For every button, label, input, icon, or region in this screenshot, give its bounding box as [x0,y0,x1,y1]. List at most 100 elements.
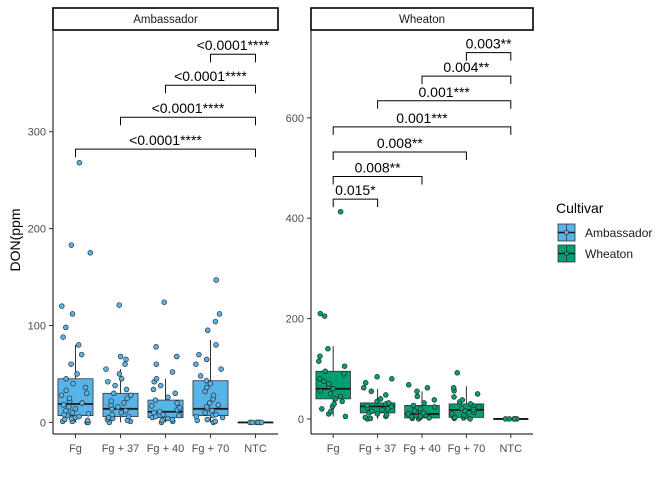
data-point [176,405,183,411]
data-point [206,400,213,406]
y-tick-label: 200 [286,314,304,326]
data-point [389,376,395,382]
data-point [63,407,69,414]
data-point [156,408,163,415]
data-point [213,277,219,283]
bracket-line [332,198,379,208]
box-fg [315,208,351,420]
data-point [342,413,349,420]
data-point [164,415,171,422]
x-tick-label: Fg + 40 [403,443,441,455]
data-point [66,404,72,410]
data-point [58,392,65,398]
significance-label: <0.0001**** [197,37,270,53]
data-point [420,410,427,416]
data-point [84,417,91,424]
comparison-bracket: 0.008** [332,160,423,185]
comparison-bracket: 0.015* [332,182,379,208]
bracket-line [75,148,256,158]
y-tick-label: 300 [28,127,46,139]
data-point [377,396,384,402]
data-point [474,391,481,397]
data-point [341,371,347,377]
data-point [115,404,121,410]
data-point [193,361,199,367]
x-tick-label: NTC [499,443,522,455]
data-point [63,376,69,382]
data-point [405,382,412,388]
significance-label: <0.0001**** [129,132,202,148]
significance-label: 0.001*** [396,110,448,126]
data-point [451,394,457,400]
y-tick-label: 400 [286,213,304,225]
data-point [317,388,324,395]
data-point [449,411,455,417]
data-point [213,411,219,418]
data-point [74,371,80,377]
box-fg-37 [359,374,396,422]
data-point [63,324,69,331]
data-point [328,408,334,415]
data-point [60,402,67,408]
data-point [327,391,334,397]
data-point [367,415,374,422]
data-point [151,409,157,416]
data-point [212,418,219,425]
data-point [203,404,210,410]
data-point [426,415,432,421]
data-point [103,366,109,372]
data-point [452,414,458,421]
data-point [467,416,473,422]
y-tick-label: 0 [298,414,304,426]
data-point [325,345,331,352]
data-point [60,334,66,340]
data-point [216,311,223,317]
data-point [159,417,166,424]
data-point [82,384,89,391]
x-tick-label: Fg + 70 [192,443,230,455]
legend-label: Wheaton [585,247,633,261]
data-point [123,356,129,363]
data-point [321,378,327,385]
data-point [476,404,482,410]
bracket-line [421,75,512,85]
data-point [209,407,215,414]
data-point [467,401,474,407]
data-point [160,411,166,418]
y-axis-title-group: DON(ppm [7,208,23,271]
data-point [78,351,85,358]
data-point [317,310,324,317]
data-point [152,397,159,403]
data-point [122,407,129,414]
data-point [70,380,76,387]
data-point [174,353,180,360]
data-point [79,400,85,406]
data-point [68,361,74,367]
chart-panels: Ambassador 0 100 200 300 Fg Fg + 37 Fg + 40 Fg +… [28,7,534,455]
data-point [204,384,210,391]
legend-item: Ambassador [557,223,652,242]
data-point [117,353,124,360]
panel-wheaton: Wheaton 0 200 400 600 Fg Fg + 37 Fg + 40 Fg + 70… [286,7,534,455]
data-point [316,358,322,364]
significance-label: 0.004** [443,59,489,75]
data-point [75,342,82,348]
data-point [511,416,518,422]
data-point [330,386,336,392]
data-point [421,400,427,406]
data-point [383,412,390,418]
data-point [368,388,375,395]
legend: Cultivar Ambassador Wheaton [556,200,652,263]
data-point [385,400,392,406]
box-fg [57,159,94,426]
x-tick-label: Fg + 40 [147,443,185,455]
data-point [83,390,90,397]
data-point [176,412,182,419]
y-tick-label: 600 [286,113,304,125]
data-point [108,398,115,404]
bracket-line [210,53,256,63]
significance-label: 0.001*** [419,84,471,100]
x-tick-label: Fg + 37 [102,443,140,455]
data-point [388,403,395,410]
